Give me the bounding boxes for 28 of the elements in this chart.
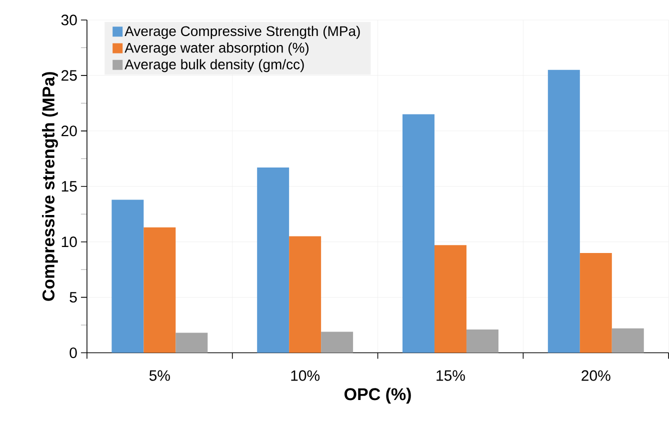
bar (112, 200, 144, 353)
legend-label: Average water absorption (%) (124, 42, 309, 56)
bar (548, 70, 580, 353)
bar (289, 236, 322, 353)
y-tick-label: 25 (62, 70, 77, 81)
bar (402, 114, 434, 353)
bar (321, 332, 354, 353)
y-axis-title: Compressive strength (MPa) (42, 72, 58, 301)
bar (257, 168, 290, 353)
x-tick-label: 10% (291, 370, 320, 382)
legend-label: Average Compressive Strength (MPa) (124, 26, 360, 39)
bar (466, 330, 498, 353)
x-tick-label: 5% (149, 370, 170, 381)
bar (434, 245, 466, 353)
bar (176, 332, 208, 353)
y-tick-label: 5 (70, 292, 77, 303)
x-tick-label: 20% (582, 370, 610, 382)
y-tick-label: 30 (61, 14, 77, 26)
y-tick-label: 15 (62, 181, 77, 192)
y-tick-label: 20 (62, 126, 77, 136)
y-tick-label: 0 (70, 348, 77, 358)
x-axis-title: OPC (%) (344, 388, 411, 404)
bar (144, 228, 176, 353)
bar (612, 328, 644, 353)
bar (580, 253, 612, 353)
legend-label: Average bulk density (gm/cc) (124, 59, 304, 72)
x-tick-label: 15% (436, 370, 465, 381)
y-tick-label: 10 (62, 236, 77, 248)
